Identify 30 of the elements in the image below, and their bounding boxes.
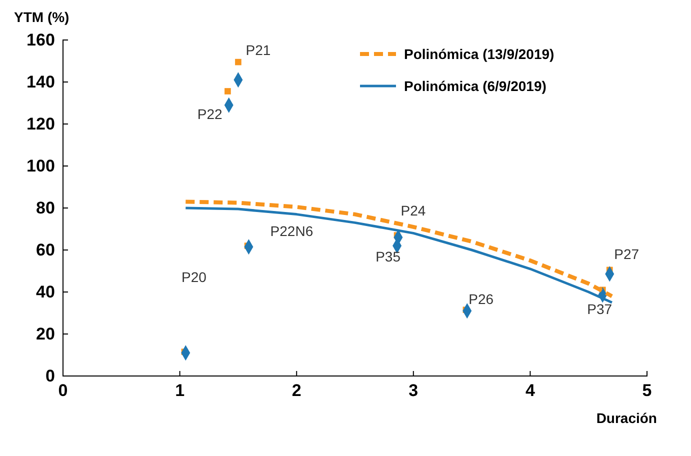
annotation: P21	[246, 42, 271, 58]
annotation: P22N6	[270, 222, 314, 239]
y-tick-label: 120	[26, 114, 55, 134]
annotation: P37	[587, 300, 612, 317]
annotation: P20	[182, 268, 207, 285]
x-tick-label: 4	[525, 381, 536, 400]
annotation: P26	[468, 290, 494, 307]
y-axis-title: YTM (%)	[14, 9, 70, 25]
annotation: P22	[197, 106, 223, 122]
y-tick-label: 40	[36, 282, 55, 302]
annotation: P24	[400, 202, 426, 218]
y-tick-label: 140	[26, 72, 55, 92]
legend-label: Polinómica (6/9/2019)	[404, 78, 546, 94]
y-tick-label: 20	[36, 324, 55, 344]
x-tick-label: 2	[292, 381, 302, 400]
y-tick-label: 0	[45, 366, 55, 386]
y-tick-label: 100	[26, 156, 55, 176]
point	[224, 88, 231, 94]
annotation: P27	[614, 246, 640, 262]
annotation: P35	[376, 248, 401, 265]
x-axis-title: Duración	[596, 410, 657, 426]
y-tick-label: 60	[36, 240, 55, 260]
y-tick-label: 80	[36, 198, 55, 218]
x-tick-label: 5	[642, 381, 652, 400]
point	[235, 58, 242, 66]
x-tick-label: 0	[58, 381, 68, 400]
x-tick-label: 3	[408, 381, 418, 400]
x-tick-label: 1	[175, 381, 185, 400]
y-tick-label: 160	[26, 30, 55, 50]
legend-label: Polinómica (13/9/2019)	[404, 46, 554, 62]
